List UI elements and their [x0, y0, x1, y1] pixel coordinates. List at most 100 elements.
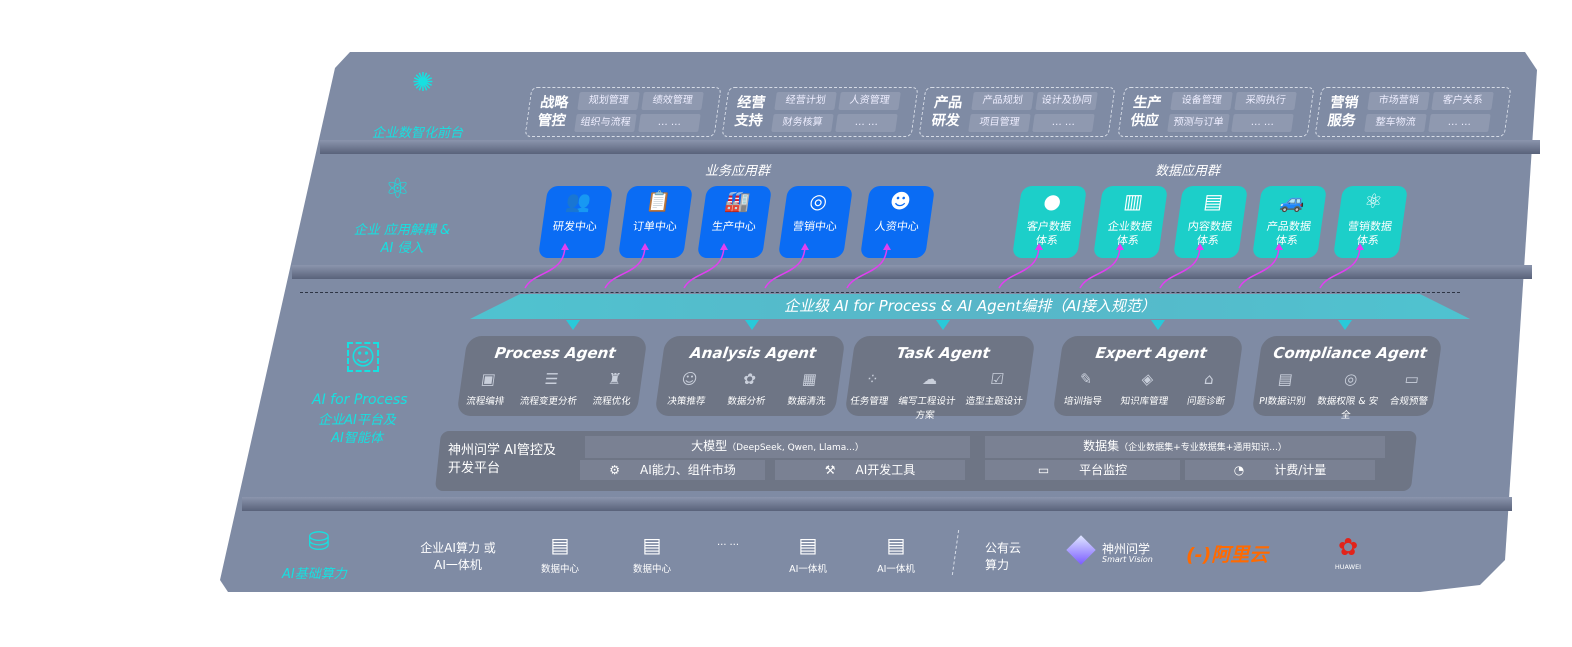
arrowhead-icon	[1356, 243, 1364, 250]
layer-label-ai-en: AI for Process	[312, 392, 408, 408]
face-scan-icon: ☺	[347, 342, 379, 372]
huawei-flower-icon: ✿	[1337, 533, 1359, 561]
capability-icon: ☰	[543, 370, 560, 388]
connector-arrow	[846, 244, 888, 289]
dashed-divider	[300, 292, 1460, 293]
agent-card[interactable]: Analysis Agent ☺ 决策推荐 ✿ 数据分析 ▦ 数据清洗	[654, 336, 846, 416]
agent-capability: ◈ 知识库管理	[1120, 370, 1173, 407]
arrowhead-icon	[1196, 243, 1204, 250]
capability-label: 造型主题设计	[964, 396, 1024, 407]
devtools-bar[interactable]: ⚒ AI开发工具	[775, 460, 965, 480]
arrowhead-icon	[1275, 243, 1283, 250]
agent-card[interactable]: Expert Agent ✎ 培训指导 ◈ 知识库管理 ⌂ 问题诊断	[1052, 336, 1244, 416]
agent-name: Compliance Agent	[1272, 344, 1429, 362]
capability-label: 数据分析	[726, 396, 767, 407]
market-icon: ⚙	[609, 463, 620, 477]
capability-icon: ✎	[1078, 370, 1094, 388]
dataset-label: 数据集	[1083, 439, 1120, 453]
capability-label: PI数据识别	[1258, 396, 1307, 407]
agent-capability: ▣ 流程编排	[465, 370, 508, 407]
orchestration-bar: 企业级 AI for Process & AI Agent编排（AI接入规范）	[470, 294, 1470, 319]
compute-node-label: 数据中心	[540, 564, 579, 575]
gauge-icon: ◔	[1233, 463, 1245, 477]
market-bar[interactable]: ⚙ AI能力、组件市场	[580, 460, 765, 480]
compute-node-label: AI一体机	[789, 564, 827, 575]
arrow-down-icon	[566, 320, 580, 330]
compute-node-label: 数据中心	[632, 564, 671, 575]
agent-name: Process Agent	[493, 344, 617, 362]
capability-icon: ▦	[801, 370, 818, 388]
layer-label-front: 企业数智化前台	[372, 126, 464, 141]
data-apps-title: 数据应用群	[1155, 164, 1221, 179]
layer-divider	[242, 497, 1512, 511]
layer-label-compute: AI基础算力	[282, 567, 347, 582]
agent-capability: ☰ 流程变更分析	[519, 370, 581, 407]
huawei-name: HUAWEI	[1334, 563, 1362, 571]
capability-icon: ▤	[1277, 370, 1294, 388]
arrowhead-icon	[801, 243, 809, 250]
model-bar: 大模型（DeepSeek, Qwen, Llama...）	[585, 436, 970, 458]
capability-label: 流程编排	[465, 396, 506, 407]
agent-card[interactable]: Task Agent ⁘ 任务管理 ☁ 编写工程设计方案 ☑ 造型主题设计	[844, 336, 1036, 421]
capability-label: 培训指导	[1063, 396, 1103, 407]
billing-bar[interactable]: ◔ 计费/计量	[1185, 460, 1375, 480]
aliyun-name: 阿里云	[1211, 544, 1269, 566]
agent-name: Task Agent	[895, 344, 992, 362]
dataset-bar: 数据集（企业数据集+专业数据集+通用知识...）	[985, 436, 1385, 458]
server-icon: ▤	[886, 533, 906, 557]
capability-icon: ⌂	[1203, 370, 1216, 388]
layer-label-apps: 企业 应用解耦 & AI 侵入	[353, 223, 451, 256]
database-icon: ⛁	[308, 527, 330, 557]
capability-label: 决策推荐	[666, 396, 707, 407]
capability-icon: ▣	[480, 370, 497, 388]
agent-capability: ☑ 造型主题设计	[963, 370, 1027, 421]
arrowhead-icon	[561, 243, 569, 250]
platform-title: 神州问学 AI管控及开发平台	[448, 443, 556, 476]
server-icon: ▤	[642, 533, 662, 557]
agent-capability: ▦ 数据清洗	[787, 370, 830, 407]
capability-label: 编写工程设计方案	[897, 396, 957, 421]
arrow-down-icon	[745, 320, 759, 330]
arrowhead-icon	[883, 243, 891, 250]
arrowhead-icon	[720, 243, 728, 250]
connector-arrow	[764, 244, 806, 289]
agent-capability: ▭ 合规预警	[1387, 370, 1432, 421]
agent-capability: ☁ 编写工程设计方案	[893, 370, 962, 421]
compute-node: ▤ AI一体机	[866, 533, 926, 575]
capability-icon: ☑	[989, 370, 1006, 388]
model-label: 大模型	[691, 439, 728, 453]
compute-node-label: AI一体机	[877, 564, 915, 575]
capability-icon: ✿	[742, 370, 758, 388]
compute-node: ▤ 数据中心	[530, 533, 590, 575]
capability-icon: ♜	[606, 370, 623, 388]
connector-arrow	[998, 244, 1040, 289]
business-apps-title: 业务应用群	[705, 164, 771, 179]
agent-capability: ⌂ 问题诊断	[1186, 370, 1229, 407]
compute-node: ▤ 数据中心	[622, 533, 682, 575]
aliyun-logo: (-)阿里云	[1186, 540, 1268, 567]
monitor-label: 平台监控	[1079, 463, 1128, 477]
capability-label: 流程优化	[591, 396, 632, 407]
layer-label-ai-cn: 企业AI平台及 AI智能体	[318, 413, 396, 446]
server-icon: ▤	[798, 533, 818, 557]
agent-capability: ✿ 数据分析	[727, 370, 770, 407]
agent-name: Expert Agent	[1094, 344, 1208, 362]
market-label: AI能力、组件市场	[640, 463, 736, 477]
capability-icon: ◈	[1140, 370, 1155, 388]
smartvision-name: 神州问学	[1102, 542, 1151, 556]
capability-icon: ⁘	[864, 370, 880, 388]
layer-divider	[292, 265, 1532, 279]
arrowhead-icon	[1035, 243, 1043, 250]
connector-arrow	[1238, 244, 1280, 289]
monitor-bar[interactable]: ▭ 平台监控	[985, 460, 1180, 480]
capability-label: 流程变更分析	[519, 396, 578, 407]
agent-card[interactable]: Compliance Agent ▤ PI数据识别 ◎ 数据权限 & 安全 ▭ 合规预警	[1251, 336, 1443, 421]
agent-card[interactable]: Process Agent ▣ 流程编排 ☰ 流程变更分析 ♜ 流程优化	[456, 336, 648, 416]
capability-icon: ☺	[680, 370, 699, 388]
dataset-note: （企业数据集+专业数据集+通用知识...）	[1119, 443, 1287, 453]
agent-capability: ◎ 数据权限 & 安全	[1314, 370, 1383, 421]
capability-icon: ☁	[921, 370, 939, 388]
aliyun-bracket-icon: (-)	[1186, 544, 1212, 566]
arrow-down-icon	[1151, 320, 1165, 330]
